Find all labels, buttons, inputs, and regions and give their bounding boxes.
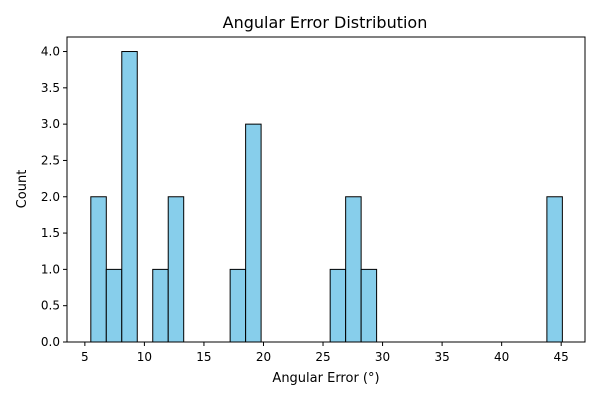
x-tick-label: 35	[434, 350, 449, 364]
histogram-bar	[152, 268, 169, 343]
x-tick-label: 10	[137, 350, 152, 364]
y-axis-label: Count	[15, 170, 30, 209]
histogram-bar	[121, 51, 138, 343]
histogram-bar	[546, 196, 563, 343]
y-axis-ticks: 0.0 0.5 1.0 1.5 2.0 2.5 3.0 3.5 4.0	[41, 45, 67, 349]
y-tick-label: 4.0	[41, 45, 60, 59]
x-tick-label: 15	[196, 350, 211, 364]
x-tick-label: 40	[494, 350, 509, 364]
plot-area-frame	[66, 36, 586, 343]
histogram-bar	[345, 196, 362, 343]
x-tick-label: 30	[375, 350, 390, 364]
x-tick-label: 5	[81, 350, 89, 364]
histogram-bar	[105, 268, 123, 343]
histogram-bar	[360, 268, 378, 343]
histogram-bar	[90, 196, 107, 343]
y-tick-label: 1.5	[41, 226, 60, 240]
histogram-bar	[229, 268, 247, 343]
chart-title: Angular Error Distribution	[223, 13, 428, 32]
y-tick-label: 3.0	[41, 117, 60, 131]
y-tick-label: 0.5	[41, 299, 60, 313]
y-tick-label: 2.5	[41, 153, 60, 167]
histogram-bar	[245, 123, 262, 343]
y-tick-label: 1.0	[41, 262, 60, 276]
x-tick-label: 20	[256, 350, 271, 364]
x-axis-label: Angular Error (°)	[272, 371, 379, 386]
y-tick-label: 0.0	[41, 335, 60, 349]
x-axis-ticks: 5 10 15 20 25 30 35 40 45	[81, 342, 569, 364]
histogram-bar	[329, 268, 347, 343]
histogram-bar	[167, 196, 185, 343]
y-tick-label: 3.5	[41, 81, 60, 95]
x-tick-label: 45	[554, 350, 569, 364]
y-tick-label: 2.0	[41, 190, 60, 204]
bars-group	[90, 51, 563, 343]
x-tick-label: 25	[315, 350, 330, 364]
